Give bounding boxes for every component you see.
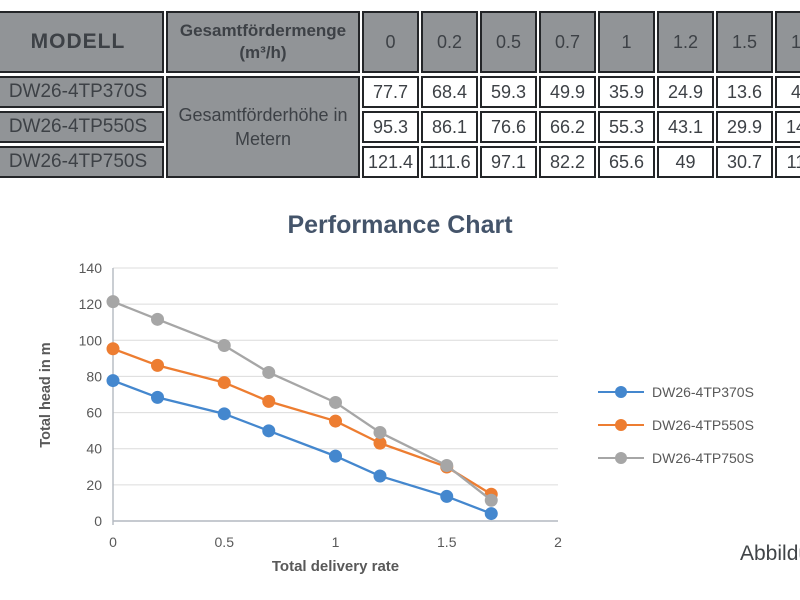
legend-marker-icon <box>598 419 644 431</box>
head-value-cell: 49.9 <box>539 76 596 108</box>
head-value-cell: 43.1 <box>657 111 714 143</box>
x-tick-label: 1.5 <box>437 534 457 550</box>
data-point-DW26-4TP750S <box>106 295 120 309</box>
head-value-cell: 76.6 <box>480 111 537 143</box>
head-value-cell: 121.4 <box>362 146 419 178</box>
legend-marker-icon <box>598 452 644 464</box>
figure-caption: Abbildung <box>740 542 800 565</box>
y-tick-label: 60 <box>86 405 102 421</box>
head-value-cell: 55.3 <box>598 111 655 143</box>
y-tick-label: 120 <box>79 296 103 312</box>
head-value-cell: 35.9 <box>598 76 655 108</box>
head-value-cell: 4.1 <box>775 76 800 108</box>
head-value-cell: 13.6 <box>716 76 773 108</box>
head-value-cell: 29.9 <box>716 111 773 143</box>
chart-legend: DW26-4TP370S DW26-4TP550S DW26-4TP750S <box>597 383 754 467</box>
head-value-cell: 68.4 <box>421 76 478 108</box>
x-tick-label: 0 <box>109 534 117 550</box>
chart-plot-area: 0 20 40 60 80 100 120 140 0 0.5 1 1.5 2 <box>79 260 562 550</box>
data-point-DW26-4TP750S <box>373 425 387 439</box>
data-point-DW26-4TP370S <box>262 424 276 438</box>
data-point-DW26-4TP750S <box>329 395 342 409</box>
flow-value-header: 0.5 <box>480 11 537 73</box>
data-point-DW26-4TP550S <box>217 376 231 390</box>
y-tick-label: 20 <box>86 477 102 493</box>
data-point-DW26-4TP370S <box>440 489 454 503</box>
head-value-cell: 14.8 <box>775 111 800 143</box>
flow-value-header: 0.7 <box>539 11 596 73</box>
table-row: DW26-4TP370S Gesamtförderhöhe in Metern 77… <box>0 76 800 178</box>
y-tick-label: 0 <box>94 513 102 529</box>
head-value-cell: 24.9 <box>657 76 714 108</box>
head-value-cell: 111.6 <box>421 146 478 178</box>
flow-value-header: 1.5 <box>716 11 773 73</box>
flow-value-header: 1.2 <box>657 11 714 73</box>
head-value-cell: 82.2 <box>539 146 596 178</box>
pump-spec-table: MODELL Gesamtfördermenge (m³/h) 0 0.2 0.5 0… <box>0 8 800 181</box>
legend-marker-icon <box>598 386 644 398</box>
chart-title: Performance Chart <box>287 211 513 239</box>
series-line-DW26-4TP750S <box>112 300 492 502</box>
head-value-cell: 66.2 <box>539 111 596 143</box>
data-point-DW26-4TP370S <box>217 407 231 421</box>
series-line-DW26-4TP370S <box>112 379 492 515</box>
legend-item-DW26-4TP750S: DW26-4TP750S <box>597 449 754 467</box>
model-name-cell: DW26-4TP550S <box>0 111 164 143</box>
head-value-cell: 97.1 <box>480 146 537 178</box>
table-row: DW26-4TP750S 121.4 111.6 97.1 82.2 65.6 49 30.7… <box>0 146 800 178</box>
head-value-cell: 65.6 <box>598 146 655 178</box>
head-value-cell: 11.5 <box>775 146 800 178</box>
legend-label: DW26-4TP550S <box>652 417 754 433</box>
x-tick-label: 1 <box>332 534 340 550</box>
table-row: DW26-4TP550S 95.3 86.1 76.6 66.2 55.3 43.1 29.9… <box>0 111 800 143</box>
head-value-cell: 30.7 <box>716 146 773 178</box>
y-tick-label: 140 <box>79 260 103 276</box>
model-column-header: MODELL <box>0 11 164 73</box>
head-value-cell: 86.1 <box>421 111 478 143</box>
y-tick-label: 80 <box>86 368 102 384</box>
data-point-DW26-4TP750S <box>262 365 276 379</box>
x-tick-label: 2 <box>554 534 562 550</box>
series-line-DW26-4TP550S <box>112 347 492 496</box>
data-point-DW26-4TP370S <box>484 507 498 521</box>
data-point-DW26-4TP370S <box>373 469 387 483</box>
flow-value-header: 1 <box>598 11 655 73</box>
head-value-cell: 59.3 <box>480 76 537 108</box>
model-name-cell: DW26-4TP370S <box>0 76 164 108</box>
head-value-cell: 49 <box>657 146 714 178</box>
y-tick-label: 40 <box>86 441 102 457</box>
legend-label: DW26-4TP750S <box>652 450 754 466</box>
data-point-DW26-4TP370S <box>151 390 164 404</box>
data-point-DW26-4TP550S <box>151 358 164 372</box>
legend-item-DW26-4TP370S: DW26-4TP370S <box>597 383 754 401</box>
flow-value-header: 0.2 <box>421 11 478 73</box>
flow-value-header: 0 <box>362 11 419 73</box>
head-value-cell: 77.7 <box>362 76 419 108</box>
flow-value-header: 1.7 <box>775 11 800 73</box>
data-point-DW26-4TP550S <box>106 342 120 356</box>
x-tick-label: 0.5 <box>215 534 235 550</box>
data-point-DW26-4TP750S <box>440 459 454 473</box>
flow-header-line2: (m³/h) <box>239 43 287 62</box>
data-point-DW26-4TP370S <box>329 449 342 463</box>
x-axis-title: Total delivery rate <box>271 558 400 575</box>
flow-header-line1: Gesamtfördermenge <box>179 20 347 40</box>
legend-item-DW26-4TP550S: DW26-4TP550S <box>597 416 754 434</box>
data-point-DW26-4TP550S <box>373 436 387 450</box>
model-name-cell: DW26-4TP750S <box>0 146 164 178</box>
y-axis-title: Total head in m <box>38 342 54 448</box>
data-point-DW26-4TP750S <box>151 312 164 326</box>
table-header-row: MODELL Gesamtfördermenge (m³/h) 0 0.2 0.5 0… <box>0 11 800 73</box>
head-value-cell: 95.3 <box>362 111 419 143</box>
head-column-header: Gesamtförderhöhe in Metern <box>166 76 360 178</box>
data-point-DW26-4TP370S <box>106 374 120 388</box>
legend-label: DW26-4TP370S <box>652 384 754 400</box>
flow-column-header: Gesamtfördermenge (m³/h) <box>166 11 360 73</box>
data-point-DW26-4TP750S <box>217 339 231 353</box>
data-point-DW26-4TP750S <box>484 493 498 507</box>
data-point-DW26-4TP550S <box>329 414 342 428</box>
data-point-DW26-4TP550S <box>262 394 276 408</box>
y-tick-label: 100 <box>79 332 103 348</box>
